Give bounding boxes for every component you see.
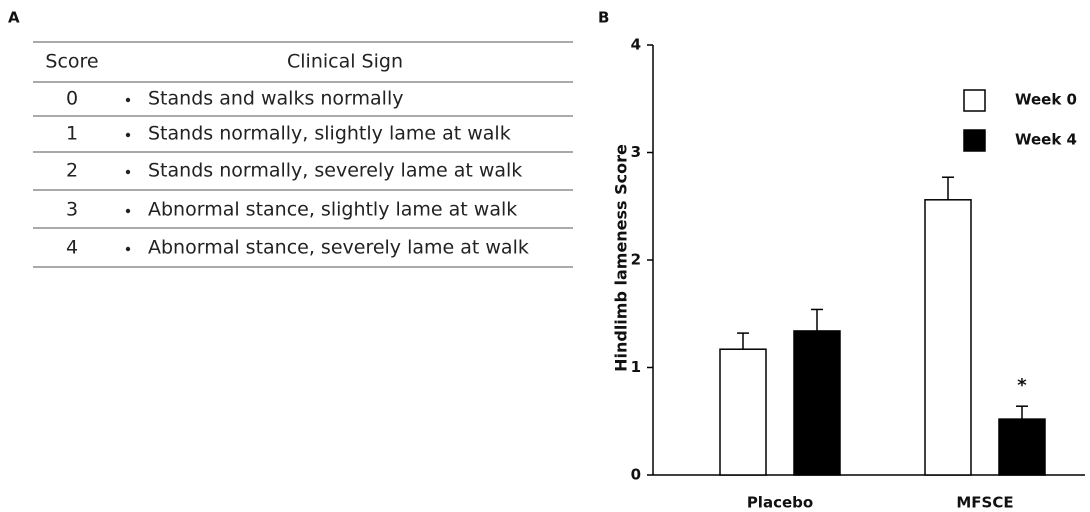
annotation: * (1017, 375, 1027, 396)
lameness-table: Score Clinical Sign 0 Stands and walks norm… (33, 41, 573, 268)
x-tick-label: MFSCE (956, 494, 1013, 512)
sign-cell: Abnormal stance, severely lame at walk (148, 237, 529, 259)
score-cell: 0 (66, 88, 78, 110)
panel-label: A (8, 9, 20, 27)
legend-label: Week 4 (1015, 131, 1077, 149)
bullet (125, 246, 131, 252)
bar (998, 418, 1046, 476)
y-tick-label: 4 (631, 36, 641, 54)
score-cell: 3 (66, 199, 78, 221)
score-cell: 2 (66, 160, 78, 182)
y-tick-label: 2 (631, 251, 641, 269)
sign-cell: Stands normally, slightly lame at walk (148, 123, 511, 145)
bar (719, 348, 767, 476)
sign-cell: Abnormal stance, slightly lame at walk (148, 199, 517, 221)
bullet (125, 132, 131, 138)
y-tick-label: 0 (631, 466, 641, 484)
header-cell: Score (45, 51, 98, 73)
legend-label: Week 0 (1015, 91, 1077, 109)
bar (924, 199, 972, 476)
sign-cell: Stands and walks normally (148, 88, 403, 110)
header-cell: Clinical Sign (287, 51, 403, 73)
legend-swatch (963, 129, 986, 152)
y-tick-label: 3 (631, 143, 641, 161)
panel-label: B (598, 9, 609, 27)
bar (793, 330, 841, 476)
score-cell: 4 (66, 237, 78, 259)
legend-swatch (963, 89, 986, 112)
y-axis-label: Hindlimb lameness Score (612, 144, 631, 372)
y-tick-label: 1 (631, 358, 641, 376)
bullet (125, 208, 131, 214)
score-cell: 1 (66, 123, 78, 145)
bullet (125, 169, 131, 175)
bullet (125, 97, 131, 103)
sign-cell: Stands normally, severely lame at walk (148, 160, 522, 182)
x-tick-label: Placebo (747, 494, 813, 512)
bar-chart: 0 1 2 3 4 Placebo MFSCE * Week 0 Week 4 (631, 36, 1085, 512)
